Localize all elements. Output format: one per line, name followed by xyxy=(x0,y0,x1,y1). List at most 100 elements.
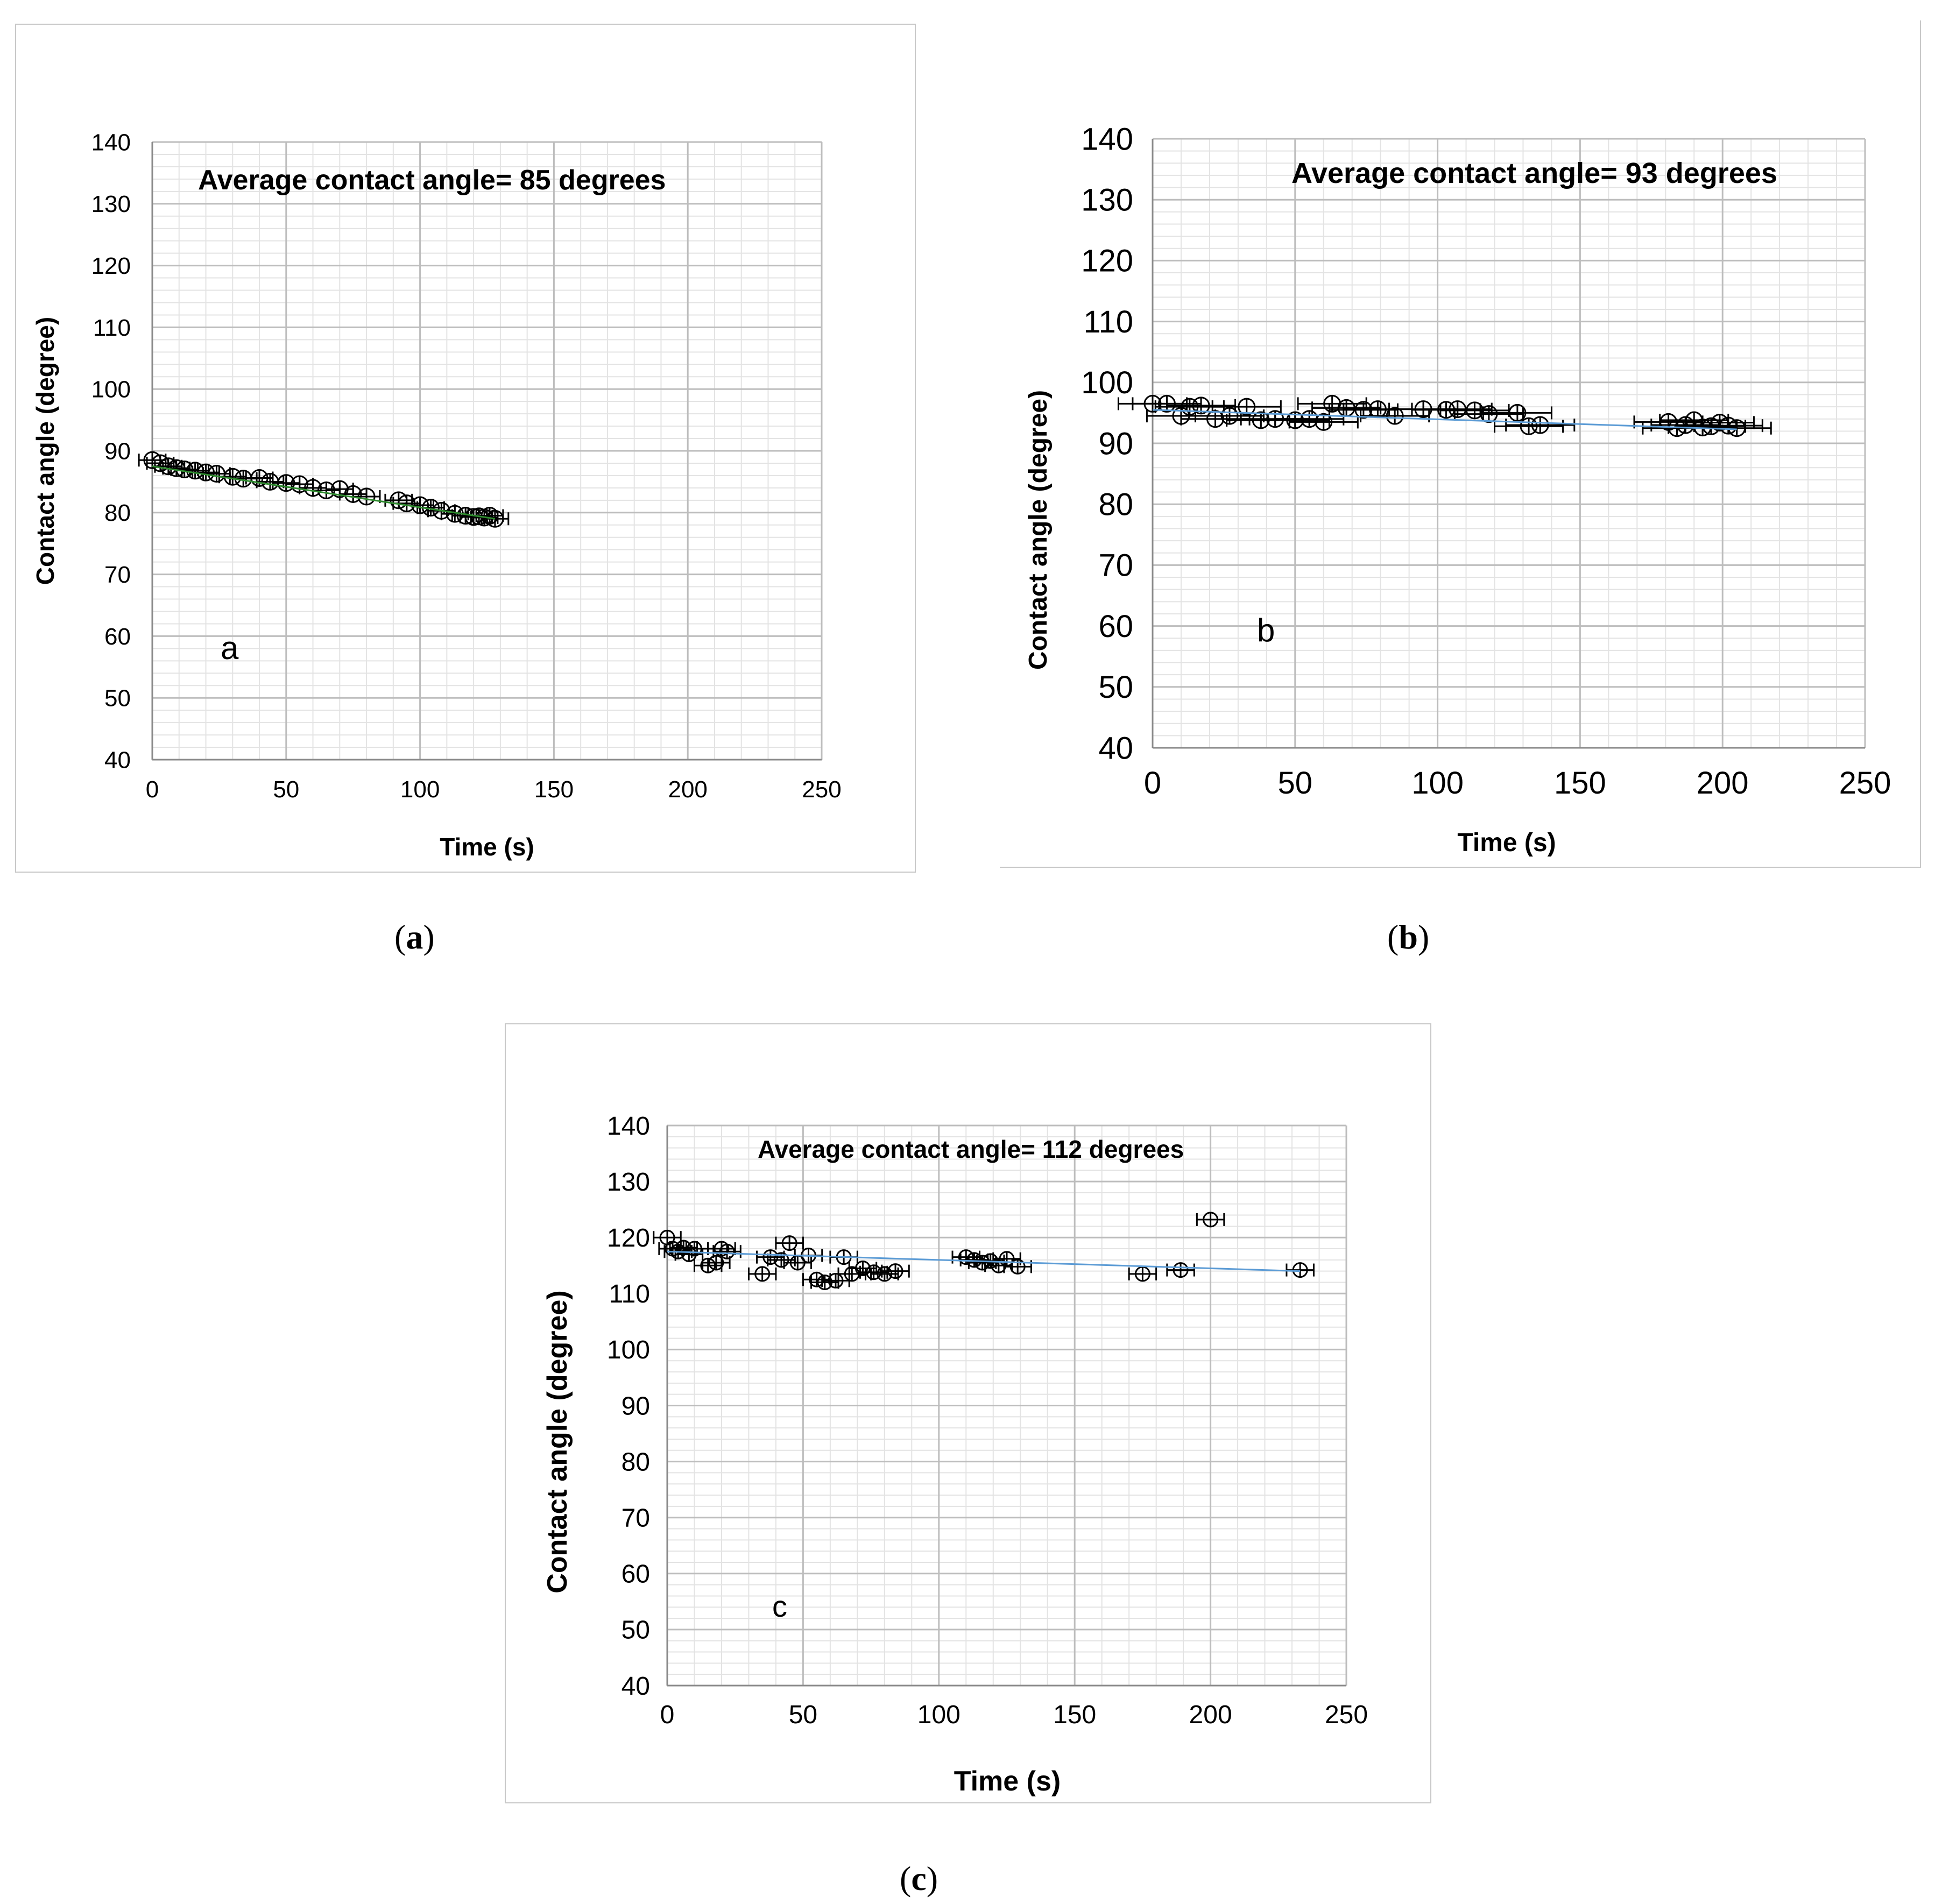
chart-b-y-tick-label: 40 xyxy=(1098,731,1133,766)
chart-c-data-point xyxy=(708,1255,724,1271)
chart-a-x-tick-label: 50 xyxy=(273,776,299,803)
chart-c-data-point xyxy=(887,1263,903,1279)
chart-c-x-tick-label: 200 xyxy=(1189,1701,1232,1729)
chart-a-panel-label: a xyxy=(221,630,239,666)
chart-a-x-tick-label: 0 xyxy=(146,776,159,803)
chart-a-x-tick-label: 250 xyxy=(802,776,841,803)
chart-b-data-point xyxy=(1238,398,1256,416)
chart-b-data-point xyxy=(1508,404,1527,422)
chart-b-data-point xyxy=(1531,416,1549,434)
chart-c-data-point xyxy=(762,1249,779,1265)
chart-b-data-point xyxy=(1192,397,1210,415)
chart-b-data-point xyxy=(1286,411,1304,429)
chart-c-data-point xyxy=(1203,1212,1219,1228)
chart-b-data-point xyxy=(1386,407,1404,425)
chart-b-y-tick-label: 50 xyxy=(1098,670,1133,705)
chart-b-y-tick-label: 140 xyxy=(1081,122,1133,157)
caption-c: (c) xyxy=(900,1859,938,1898)
chart-c-data-point xyxy=(754,1266,771,1282)
chart-b-x-tick-label: 200 xyxy=(1697,766,1749,801)
chart-a-y-tick-label: 70 xyxy=(104,562,131,588)
chart-a-title: Average contact angle= 85 degrees xyxy=(198,165,666,196)
chart-c-y-tick-label: 80 xyxy=(622,1448,650,1476)
chart-c-y-tick-label: 40 xyxy=(622,1672,650,1701)
caption-c-letter: c xyxy=(911,1859,927,1898)
chart-a-y-tick-label: 60 xyxy=(104,624,131,650)
chart-c-y-tick-label: 110 xyxy=(609,1280,650,1308)
chart-c-x-tick-label: 100 xyxy=(917,1701,961,1729)
chart-c-data-point xyxy=(773,1252,789,1268)
chart-b-x-tick-label: 100 xyxy=(1411,766,1464,801)
chart-b-data-point xyxy=(1220,407,1239,425)
chart-c-data-point xyxy=(686,1241,702,1257)
chart-b-y-tick-label: 120 xyxy=(1081,244,1133,279)
chart-a-x-tick-label: 200 xyxy=(668,776,707,803)
chart-c-x-axis-label: Time (s) xyxy=(954,1766,1061,1797)
chart-c-y-tick-label: 70 xyxy=(622,1504,650,1533)
chart-b-y-tick-label: 110 xyxy=(1084,305,1133,339)
chart-c-title: Average contact angle= 112 degrees xyxy=(758,1135,1184,1163)
chart-a-y-tick-label: 80 xyxy=(104,500,131,526)
chart-c-y-tick-label: 120 xyxy=(607,1224,650,1252)
chart-a-data-point xyxy=(357,487,376,506)
chart-c-y-tick-label: 60 xyxy=(622,1560,650,1589)
caption-a: (a) xyxy=(394,918,435,956)
chart-b-y-tick-label: 70 xyxy=(1098,548,1133,583)
chart-c-y-tick-label: 130 xyxy=(607,1168,650,1197)
chart-b-trendline xyxy=(1152,409,1737,430)
chart-c-y-tick-label: 100 xyxy=(607,1336,650,1364)
chart-a-y-tick-label: 40 xyxy=(104,747,131,773)
caption-b: (b) xyxy=(1387,918,1430,956)
chart-b-x-tick-label: 150 xyxy=(1554,766,1606,801)
chart-b-x-tick-label: 50 xyxy=(1278,766,1313,801)
chart-c-y-tick-label: 140 xyxy=(607,1112,650,1141)
chart-c-data-point xyxy=(700,1257,716,1273)
chart-c-panel-label: c xyxy=(772,1589,787,1623)
chart-a-data-point xyxy=(277,474,295,492)
chart-c-y-tick-label: 90 xyxy=(622,1392,650,1420)
chart-b-data-point xyxy=(1181,398,1199,416)
chart-b-data-point xyxy=(1206,410,1225,428)
chart-b-x-tick-label: 250 xyxy=(1839,766,1891,801)
chart-b-y-tick-label: 90 xyxy=(1098,426,1133,461)
chart-c-x-tick-label: 0 xyxy=(660,1701,675,1729)
chart-a-x-tick-label: 100 xyxy=(400,776,440,803)
chart-c-data-point xyxy=(1292,1262,1308,1278)
chart-c-data-point xyxy=(809,1271,825,1287)
chart-b-y-tick-label: 60 xyxy=(1098,609,1133,644)
chart-c-data-point xyxy=(681,1246,697,1262)
chart-c-data-point xyxy=(1009,1258,1026,1275)
chart-c-data-point xyxy=(877,1266,893,1282)
chart-c-data-point xyxy=(854,1260,871,1276)
chart-c-data-point xyxy=(1173,1262,1189,1278)
chart-b-data-point xyxy=(1449,400,1467,419)
chart-a-y-tick-label: 110 xyxy=(93,315,131,341)
chart-c-data-point xyxy=(828,1272,844,1289)
chart-b-x-axis-label: Time (s) xyxy=(1457,829,1556,857)
chart-a-y-axis-label: Contact angle (degree) xyxy=(31,317,59,585)
chart-c-data-point xyxy=(999,1251,1015,1267)
chart-a-x-tick-label: 150 xyxy=(534,776,574,803)
chart-b-data-point xyxy=(1315,413,1333,431)
chart-b-data-point xyxy=(1520,417,1538,435)
chart-b-y-axis-label: Contact angle (degree) xyxy=(1024,390,1053,670)
chart-c-data-point xyxy=(974,1255,991,1271)
chart-c-data-point xyxy=(781,1235,797,1251)
chart-b-y-tick-label: 130 xyxy=(1081,183,1133,218)
chart-b-title: Average contact angle= 93 degrees xyxy=(1291,157,1777,189)
chart-c-y-tick-label: 50 xyxy=(622,1616,650,1645)
chart-frame-a xyxy=(15,24,916,873)
caption-b-letter: b xyxy=(1399,918,1418,956)
chart-a-y-tick-label: 100 xyxy=(91,377,131,403)
chart-a-trendline xyxy=(152,465,496,520)
chart-c-x-tick-label: 250 xyxy=(1325,1701,1368,1729)
chart-c-data-point xyxy=(866,1264,882,1280)
chart-b-x-tick-label: 0 xyxy=(1144,766,1161,801)
chart-c-y-axis-label: Contact angle (degree) xyxy=(542,1290,573,1593)
chart-frame-c xyxy=(505,1023,1431,1803)
chart-a-y-tick-label: 120 xyxy=(91,253,131,279)
chart-b-panel-label: b xyxy=(1257,612,1275,648)
chart-b-data-point xyxy=(1480,405,1498,423)
chart-a-y-tick-label: 130 xyxy=(91,191,131,217)
